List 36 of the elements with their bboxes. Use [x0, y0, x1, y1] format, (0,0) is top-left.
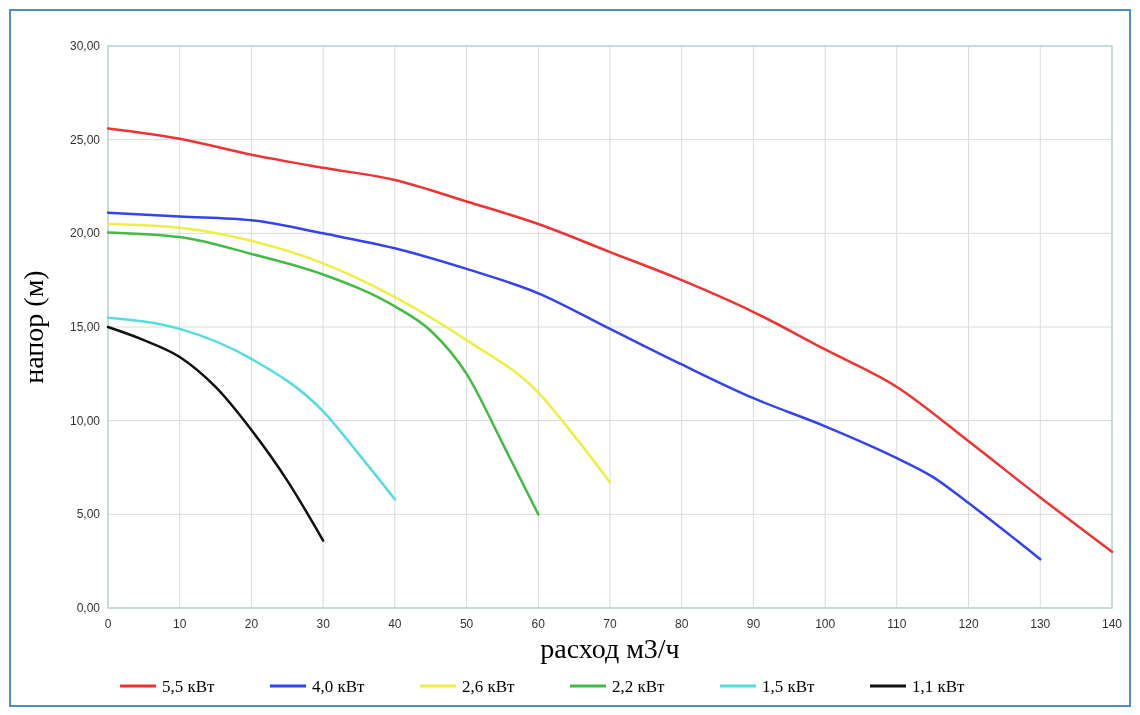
y-tick-label: 15,00 [69, 320, 101, 334]
x-tick-label: 60 [531, 617, 546, 631]
x-tick-label: 100 [815, 617, 836, 631]
y-axis-title: напор (м) [18, 270, 49, 384]
line-series [106, 325, 325, 542]
x-tick-label: 130 [1030, 617, 1051, 631]
x-tick-label: 0 [104, 617, 112, 631]
x-tick-label: 120 [958, 617, 979, 631]
legend-label: 2,2 кВт [612, 677, 666, 696]
legend-label: 2,6 кВт [462, 677, 516, 696]
line-series [106, 231, 540, 516]
line-series [106, 127, 1114, 554]
x-tick-label: 50 [459, 617, 474, 631]
line-series [106, 316, 397, 501]
y-tick-label: 5,00 [76, 507, 101, 522]
y-tick-label: 25,00 [69, 132, 101, 147]
y-tick-label: 30,00 [69, 39, 101, 53]
x-tick-label: 40 [388, 617, 402, 631]
x-axis-title: расход м3/ч [540, 633, 680, 664]
legend-label: 1,5 кВт [762, 677, 816, 696]
x-tick-label: 10 [173, 617, 187, 631]
x-tick-label: 20 [244, 617, 259, 631]
y-tick-label: 10,00 [69, 413, 101, 428]
x-tick-label: 110 [887, 617, 907, 631]
legend-label: 4,0 кВт [312, 677, 366, 696]
x-tick-label: 70 [603, 617, 617, 631]
x-tick-label: 90 [746, 617, 761, 631]
line-series [106, 211, 1042, 561]
x-tick-label: 30 [316, 617, 331, 631]
x-tick-label: 140 [1101, 617, 1123, 631]
x-tick-label: 80 [675, 617, 689, 631]
legend-label: 5,5 кВт [162, 677, 216, 696]
y-tick-label: 20,00 [69, 226, 101, 241]
y-tick-label: 0,00 [76, 601, 101, 615]
line-series [106, 222, 612, 484]
legend-label: 1,1 кВт [912, 677, 966, 696]
